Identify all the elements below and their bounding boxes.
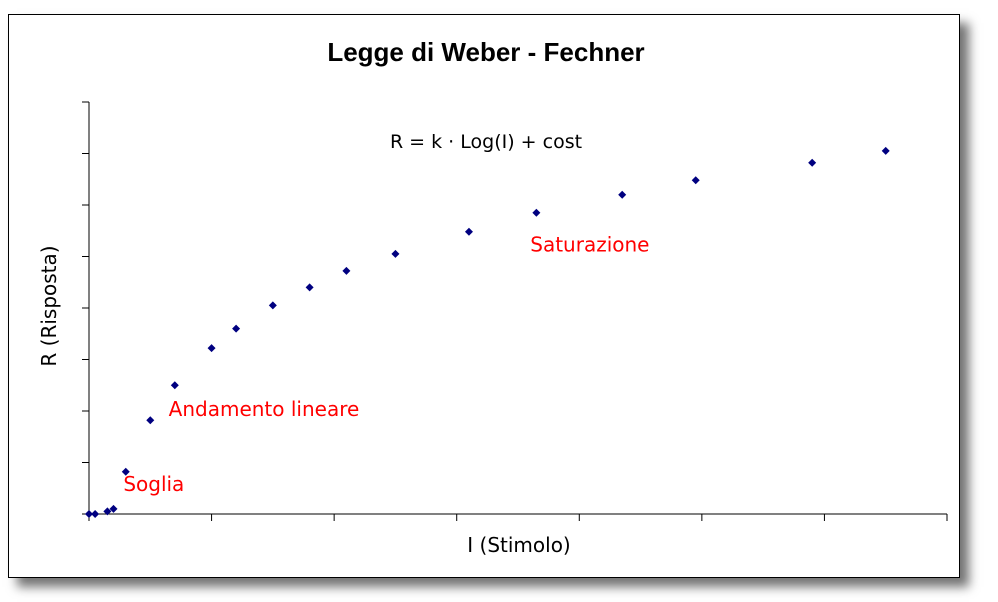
chart-title: Legge di Weber - Fechner [327, 37, 644, 67]
data-point [881, 146, 890, 155]
data-point [109, 504, 118, 513]
data-point [170, 381, 179, 390]
data-point [268, 301, 277, 310]
y-axis-label: R (Risposta) [37, 245, 61, 366]
x-axis-label: I (Stimolo) [467, 533, 570, 557]
axes [82, 101, 948, 521]
data-point [464, 227, 473, 236]
data-points [85, 146, 890, 518]
annotation-label: Andamento lineare [169, 397, 360, 421]
data-point [207, 344, 216, 353]
annotation-label: Saturazione [530, 232, 649, 256]
data-point [532, 208, 541, 217]
data-point [103, 507, 112, 516]
data-point [391, 249, 400, 258]
data-point [691, 176, 700, 185]
data-point [808, 158, 817, 167]
data-point [91, 510, 100, 518]
data-point [85, 510, 93, 518]
data-point [146, 416, 155, 425]
data-point [121, 467, 130, 476]
data-point [618, 190, 627, 199]
equation-label: R = k · Log(I) + cost [390, 131, 582, 153]
chart-svg: Legge di Weber - Fechner R = k · Log(I) … [37, 37, 948, 557]
data-point [305, 283, 314, 292]
annotations: Soglia Andamento lineare Saturazione [123, 232, 649, 495]
annotation-label: Soglia [123, 472, 184, 496]
chart-frame: Legge di Weber - Fechner R = k · Log(I) … [8, 14, 960, 578]
data-point [232, 324, 241, 333]
data-point [342, 266, 351, 275]
